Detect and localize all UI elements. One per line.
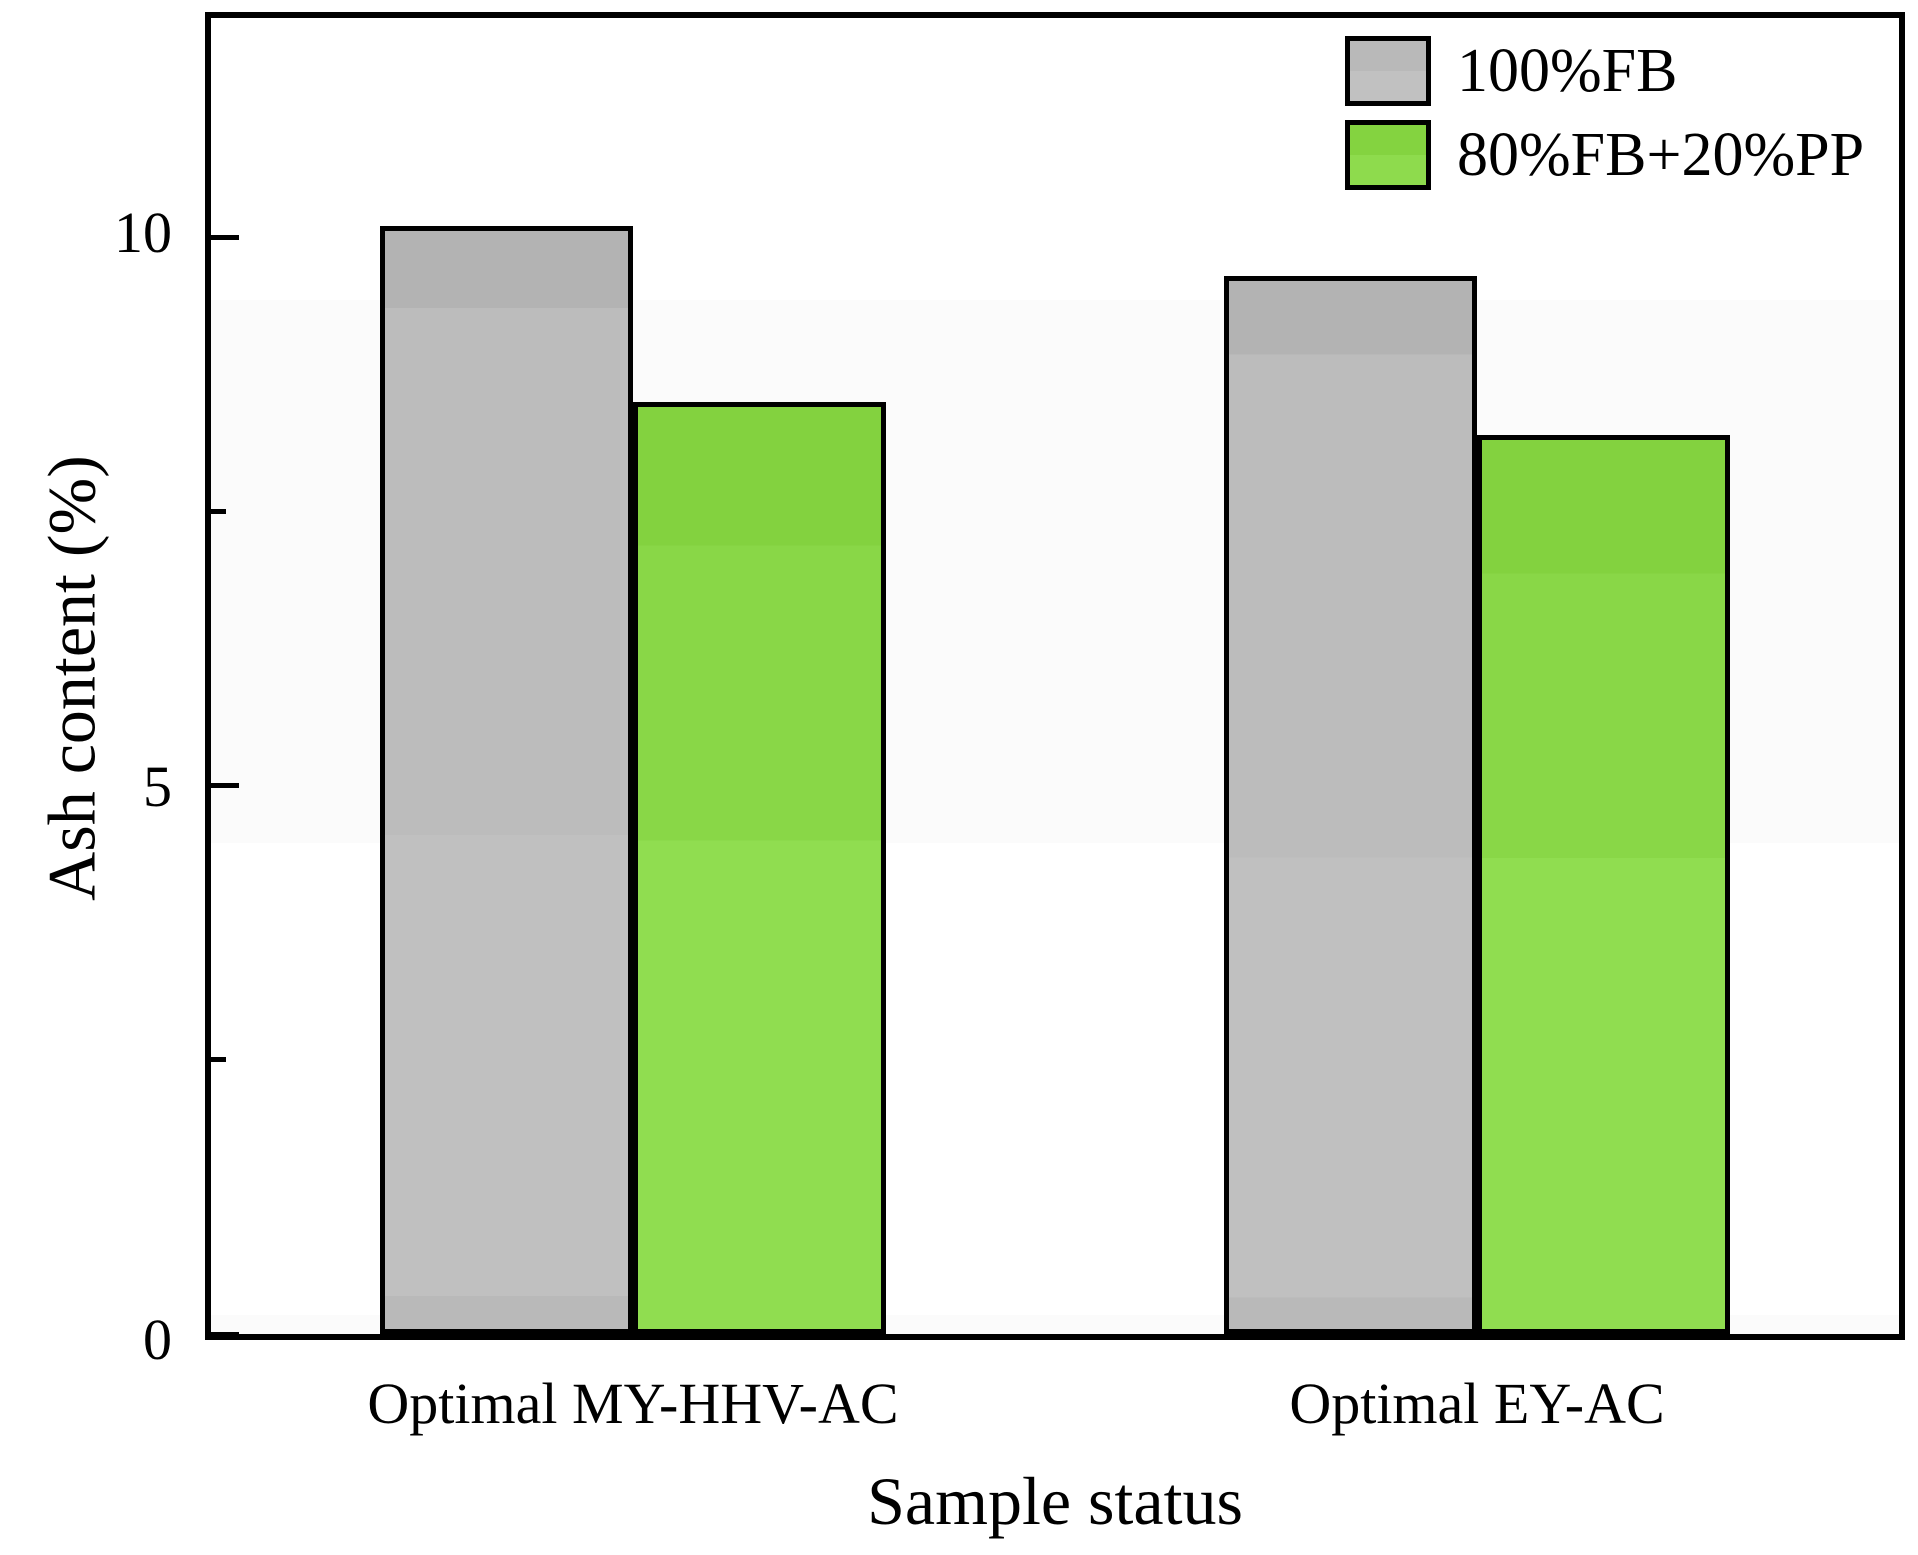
legend-swatch-green: [1345, 120, 1431, 190]
x-category-label-1: Optimal MY-HHV-AC: [367, 1371, 899, 1436]
bar-green-group1: [633, 401, 887, 1334]
legend-label-100fb: 100%FB: [1457, 37, 1678, 105]
legend-label-80fb-20pp: 80%FB+20%PP: [1457, 121, 1865, 189]
bar-gray-group2: [1223, 275, 1477, 1334]
y-tick-label: 0: [143, 1307, 172, 1372]
x-category-label-2: Optimal EY-AC: [1289, 1371, 1665, 1436]
bars-layer: [211, 18, 1899, 1334]
y-tick-label: 5: [143, 753, 172, 819]
legend-item-80fb-20pp: 80%FB+20%PP: [1345, 120, 1864, 190]
y-major-tick: [211, 783, 239, 789]
y-axis-ticks: [211, 18, 1899, 1334]
x-axis-title: Sample status: [867, 1463, 1243, 1539]
plot-frame: [205, 12, 1905, 1340]
legend: 100%FB 80%FB+20%PP: [1345, 36, 1864, 204]
bar-gray-group1: [379, 226, 633, 1334]
y-minor-tick: [211, 509, 226, 514]
y-major-tick: [211, 234, 239, 240]
bar-green-group2: [1477, 434, 1731, 1334]
y-tick-label: 10: [114, 200, 172, 266]
y-major-tick: [211, 1331, 239, 1334]
y-tick-labels: 0 5 10: [0, 0, 172, 1555]
legend-item-100fb: 100%FB: [1345, 36, 1864, 106]
y-minor-tick: [211, 1057, 226, 1063]
legend-swatch-gray: [1345, 36, 1431, 106]
